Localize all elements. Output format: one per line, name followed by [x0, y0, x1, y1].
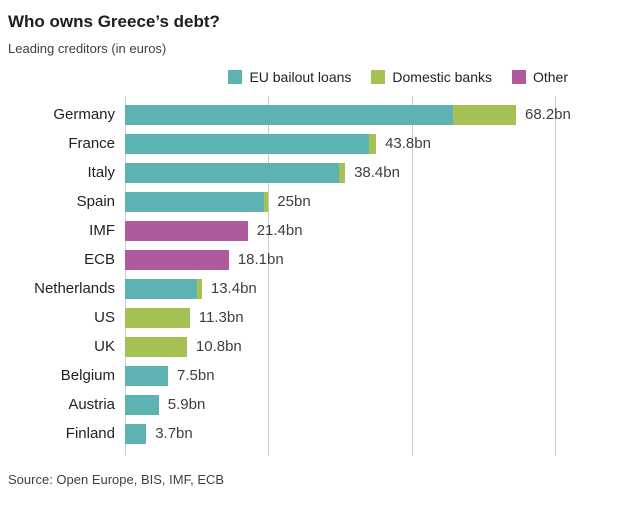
bar-segment-domestic-banks: [339, 162, 346, 183]
bar-row-netherlands: Netherlands 13.4bn: [8, 274, 614, 303]
bar-segment-domestic-banks: [125, 307, 190, 328]
category-label: UK: [94, 338, 115, 355]
bar-segment-eu-bailout-loans: [125, 162, 340, 183]
bar-track: 3.7bn: [125, 423, 614, 444]
bar-row-ecb: ECB 18.1bn: [8, 245, 614, 274]
legend-label: Domestic banks: [392, 69, 492, 85]
bar-track: 38.4bn: [125, 162, 614, 183]
bar-segment-eu-bailout-loans: [125, 278, 197, 299]
bar-row-spain: Spain 25bn: [8, 187, 614, 216]
bar-segment-eu-bailout-loans: [125, 394, 159, 415]
stacked-bar: [125, 133, 377, 154]
chart-title: Who owns Greece’s debt?: [8, 12, 220, 31]
legend-swatch-domestic-banks: [371, 70, 386, 84]
bar-track: 25bn: [125, 191, 614, 212]
bar-segment-eu-bailout-loans: [125, 104, 453, 125]
bar-row-finland: Finland 3.7bn: [8, 419, 614, 448]
chart-subtitle: Leading creditors (in euros): [8, 41, 167, 56]
category-label: Austria: [68, 396, 115, 413]
value-label: 7.5bn: [177, 367, 215, 384]
bar-row-austria: Austria 5.9bn: [8, 390, 614, 419]
legend-label: EU bailout loans: [249, 69, 352, 85]
bar-segment-eu-bailout-loans: [125, 191, 265, 212]
value-label: 10.8bn: [195, 338, 242, 355]
bar-track: 5.9bn: [125, 394, 614, 415]
legend-item-domestic-banks: Domestic banks: [371, 69, 492, 85]
category-label: Finland: [65, 425, 115, 442]
stacked-bar: [125, 220, 248, 241]
stacked-bar: [125, 394, 159, 415]
legend-swatch-eu-bailout-loans: [228, 70, 243, 84]
stacked-bar: [125, 162, 346, 183]
value-label: 3.7bn: [155, 425, 193, 442]
legend-swatch-other: [511, 70, 526, 84]
category-label: IMF: [89, 222, 115, 239]
bar-track: 43.8bn: [125, 133, 614, 154]
bar-track: 68.2bn: [125, 104, 614, 125]
bar-segment-domestic-banks: [452, 104, 516, 125]
bar-track: 7.5bn: [125, 365, 614, 386]
bar-row-imf: IMF 21.4bn: [8, 216, 614, 245]
legend-item-eu-bailout-loans: EU bailout loans: [228, 69, 351, 85]
category-label: Italy: [87, 164, 115, 181]
value-label: 21.4bn: [256, 222, 303, 239]
bar-track: 13.4bn: [125, 278, 614, 299]
stacked-bar: [125, 365, 168, 386]
bar-track: 10.8bn: [125, 336, 614, 357]
bar-row-france: France 43.8bn: [8, 129, 614, 158]
stacked-bar: [125, 336, 187, 357]
category-label: US: [94, 309, 115, 326]
bar-segment-eu-bailout-loans: [125, 365, 168, 386]
bar-segment-other: [125, 249, 229, 270]
category-label: Netherlands: [34, 280, 115, 297]
bar-segment-other: [125, 220, 248, 241]
category-label: France: [68, 135, 115, 152]
category-label: Spain: [76, 193, 115, 210]
category-label: ECB: [84, 251, 115, 268]
value-label: 5.9bn: [167, 396, 206, 413]
value-label: 11.3bn: [198, 309, 244, 326]
legend-item-other: Other: [511, 69, 568, 85]
stacked-bar: [125, 278, 202, 299]
bar-track: 21.4bn: [125, 220, 614, 241]
bar-row-belgium: Belgium 7.5bn: [8, 361, 614, 390]
stacked-bar: [125, 307, 190, 328]
bar-row-us: US 11.3bn: [8, 303, 614, 332]
value-label: 18.1bn: [237, 251, 284, 268]
stacked-bar: [125, 249, 229, 270]
value-label: 13.4bn: [210, 280, 257, 297]
category-label: Germany: [53, 106, 115, 123]
bar-segment-eu-bailout-loans: [125, 133, 370, 154]
bar-segment-domestic-banks: [369, 133, 377, 154]
bar-segment-domestic-banks: [125, 336, 187, 357]
value-label: 68.2bn: [524, 106, 571, 123]
bar-track: 11.3bn: [125, 307, 614, 328]
bar-segment-domestic-banks: [196, 278, 202, 299]
category-label: Belgium: [60, 367, 115, 384]
bar-segment-eu-bailout-loans: [125, 423, 147, 444]
legend: EU bailout loans Domestic banks Other: [8, 68, 568, 86]
value-label: 43.8bn: [385, 135, 431, 152]
source-note: Source: Open Europe, BIS, IMF, ECB: [8, 472, 225, 487]
bar-track: 18.1bn: [125, 249, 614, 270]
value-label: 38.4bn: [354, 164, 400, 181]
value-label: 25bn: [277, 193, 311, 210]
stacked-bar: [125, 191, 269, 212]
bar-segment-domestic-banks: [264, 191, 269, 212]
bar-chart: Germany 68.2bn France 43.8bn Italy 38.4bn Spai…: [8, 96, 614, 456]
stacked-bar: [125, 423, 147, 444]
stacked-bar: [125, 104, 516, 125]
legend-label: Other: [532, 69, 568, 85]
bar-row-italy: Italy 38.4bn: [8, 158, 614, 187]
bar-row-uk: UK 10.8bn: [8, 332, 614, 361]
bar-row-germany: Germany 68.2bn: [8, 100, 614, 129]
